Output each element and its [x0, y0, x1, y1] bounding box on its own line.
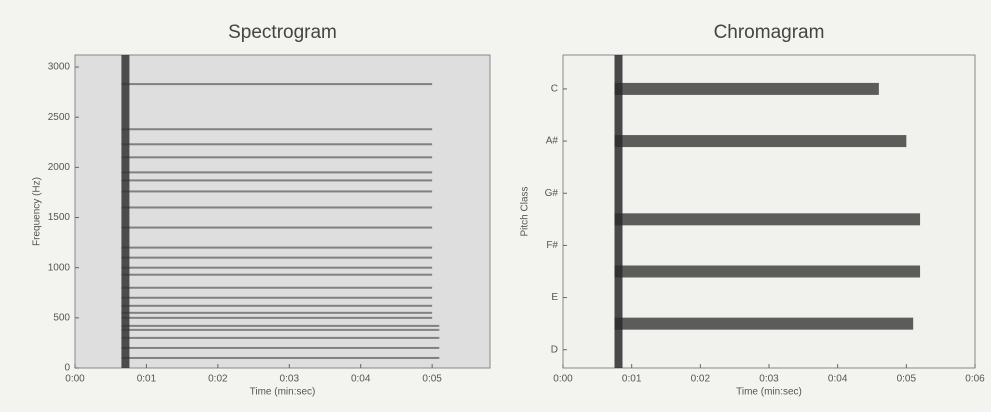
y-tick-label: 2000: [48, 162, 71, 173]
partial-streak: [614, 317, 914, 330]
y-tick-label: G#: [545, 188, 559, 199]
y-tick-label: 500: [53, 312, 70, 323]
partial-streak: [614, 265, 921, 278]
y-tick-label: A#: [546, 136, 559, 147]
partial-streak: [121, 328, 440, 331]
y-tick-label: 0: [64, 363, 70, 374]
x-tick-label: 0:02: [208, 374, 228, 385]
partial-streak: [121, 273, 433, 276]
partial-streak: [121, 356, 440, 359]
partial-streak: [121, 246, 433, 249]
partial-streak: [121, 316, 433, 319]
y-tick-label: F#: [546, 240, 558, 251]
partial-streak: [121, 179, 433, 182]
x-tick-label: 0:00: [65, 374, 85, 385]
partial-streak: [121, 324, 440, 327]
y-tick-label: 2500: [48, 112, 71, 123]
partial-streak: [121, 311, 433, 314]
partial-streak: [121, 206, 433, 209]
partial-streak: [121, 256, 433, 259]
partial-streak: [614, 82, 879, 95]
y-tick-label: 1500: [48, 212, 71, 223]
partial-streak: [121, 171, 433, 174]
y-tick-label: 1000: [48, 262, 71, 273]
x-tick-label: 0:02: [691, 374, 711, 385]
x-axis-label: Time (min:sec): [736, 387, 802, 398]
x-tick-label: 0:04: [828, 374, 848, 385]
partial-streak: [121, 226, 433, 229]
x-tick-label: 0:00: [553, 374, 573, 385]
partial-streak: [121, 336, 440, 339]
partial-streak: [121, 143, 433, 146]
partial-streak: [121, 190, 433, 193]
partial-streak: [121, 128, 433, 131]
y-tick-label: E: [551, 292, 558, 303]
partial-streak: [121, 156, 433, 159]
y-tick-label: C: [551, 84, 558, 95]
partial-streak: [121, 286, 433, 289]
x-tick-label: 0:03: [280, 374, 300, 385]
x-tick-label: 0:05: [422, 374, 442, 385]
x-tick-label: 0:03: [759, 374, 779, 385]
partial-streak: [121, 266, 433, 269]
plot-area: [562, 54, 976, 369]
y-axis-label: Frequency (Hz): [32, 177, 43, 246]
onset-band: [614, 55, 623, 368]
x-tick-label: 0:05: [897, 374, 917, 385]
chart-title: Spectrogram: [228, 22, 337, 43]
y-tick-label: 3000: [48, 62, 71, 73]
y-tick-label: D: [551, 344, 558, 355]
y-axis-label: Pitch Class: [520, 186, 531, 236]
x-axis-label: Time (min:sec): [250, 387, 316, 398]
x-tick-label: 0:01: [622, 374, 642, 385]
x-tick-label: 0:04: [351, 374, 371, 385]
partial-streak: [121, 304, 433, 307]
x-tick-label: 0:01: [137, 374, 157, 385]
x-tick-label: 0:06: [965, 374, 985, 385]
partial-streak: [614, 213, 921, 226]
partial-streak: [121, 346, 440, 349]
plot-area: [74, 54, 491, 369]
onset-band: [121, 55, 130, 368]
partial-streak: [614, 135, 907, 148]
partial-streak: [121, 296, 433, 299]
chart-title: Chromagram: [714, 22, 825, 43]
partial-streak: [121, 83, 433, 86]
